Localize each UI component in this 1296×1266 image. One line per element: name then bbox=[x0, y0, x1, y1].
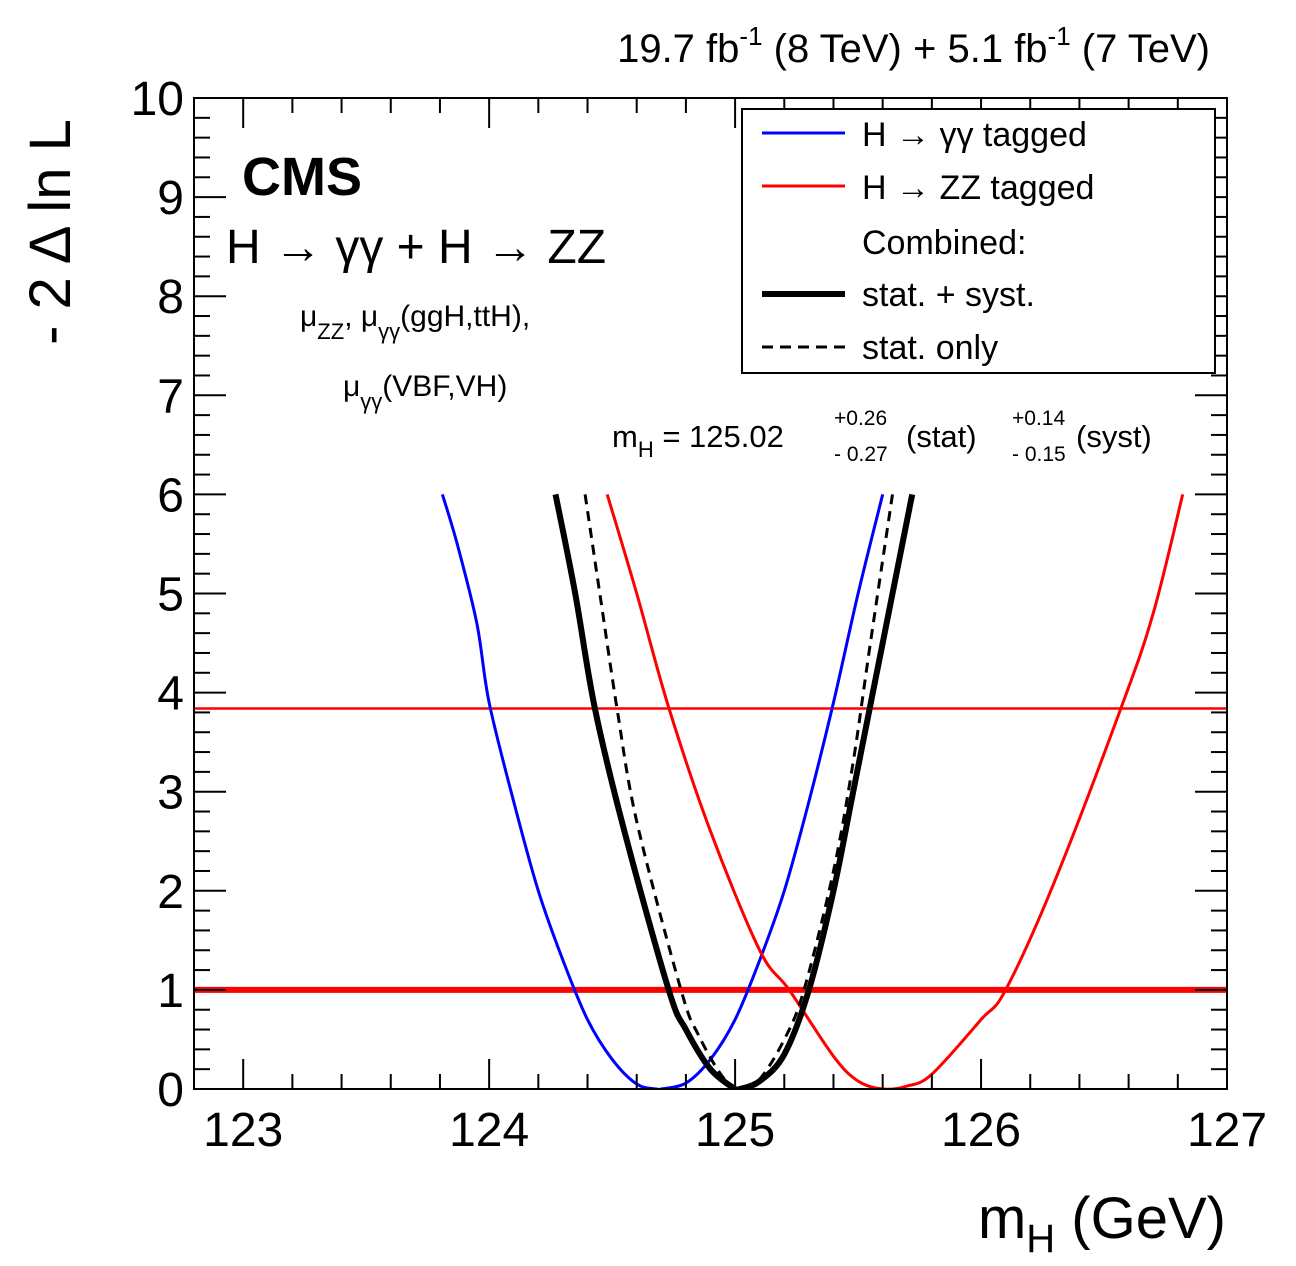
x-tick-label: 124 bbox=[449, 1104, 529, 1157]
curve-hgg bbox=[440, 493, 885, 1089]
legend: H → γγ tagged H → ZZ tagged Combined: st… bbox=[741, 108, 1216, 374]
legend-label-hzz: H → ZZ tagged bbox=[862, 169, 1094, 207]
svg-text:- 0.15: - 0.15 bbox=[1012, 443, 1066, 466]
curve-combined-stat-only bbox=[583, 494, 894, 1089]
channel-label: H → γγ + H → ZZ bbox=[226, 221, 606, 274]
svg-text:- 0.27: - 0.27 bbox=[834, 443, 888, 466]
y-tick-label: 1 bbox=[157, 965, 184, 1018]
y-tick-label: 8 bbox=[157, 271, 184, 324]
svg-text:(stat): (stat) bbox=[906, 419, 977, 454]
y-tick-label: 10 bbox=[131, 73, 184, 126]
experiment-label: CMS bbox=[242, 147, 362, 207]
y-tick-label: 4 bbox=[157, 668, 184, 721]
legend-label-combined: Combined: bbox=[862, 224, 1026, 262]
x-tick-label: 126 bbox=[941, 1104, 1021, 1157]
x-tick-label: 127 bbox=[1187, 1104, 1267, 1157]
y-tick-label: 9 bbox=[157, 172, 184, 225]
y-tick-label: 2 bbox=[157, 866, 184, 919]
y-tick-label: 0 bbox=[157, 1064, 184, 1117]
y-axis-label: - 2 Δ ln L bbox=[18, 119, 83, 345]
legend-label-hgg: H → γγ tagged bbox=[862, 116, 1087, 154]
svg-text:(syst): (syst) bbox=[1076, 419, 1152, 454]
y-tick-label: 3 bbox=[157, 767, 184, 820]
svg-text:+0.14: +0.14 bbox=[1012, 407, 1065, 430]
mass-result: mH = 125.02 +0.26 - 0.27 (stat) +0.14 - … bbox=[612, 407, 1152, 466]
x-tick-label: 125 bbox=[695, 1104, 775, 1157]
y-tick-label: 7 bbox=[157, 370, 184, 423]
model-line-1: μZZ, μγγ(ggH,ttH), bbox=[300, 300, 530, 344]
curve-combined-stat-syst bbox=[552, 493, 916, 1089]
curve-hzz bbox=[605, 493, 1185, 1089]
x-axis-label: mH (GeV) bbox=[978, 1186, 1226, 1261]
y-tick-label: 5 bbox=[157, 569, 184, 622]
luminosity-header: 19.7 fb-1 (8 TeV) + 5.1 fb-1 (7 TeV) bbox=[617, 21, 1210, 71]
svg-text:+0.26: +0.26 bbox=[834, 407, 887, 430]
legend-label-stat-syst: stat. + syst. bbox=[862, 276, 1035, 314]
model-line-2: μγγ(VBF,VH) bbox=[343, 370, 507, 414]
legend-box bbox=[741, 108, 1216, 374]
legend-label-stat-only: stat. only bbox=[862, 329, 998, 367]
y-tick-label: 6 bbox=[157, 469, 184, 522]
svg-text:mH = 125.02: mH = 125.02 bbox=[612, 419, 784, 462]
x-tick-label: 123 bbox=[203, 1104, 283, 1157]
